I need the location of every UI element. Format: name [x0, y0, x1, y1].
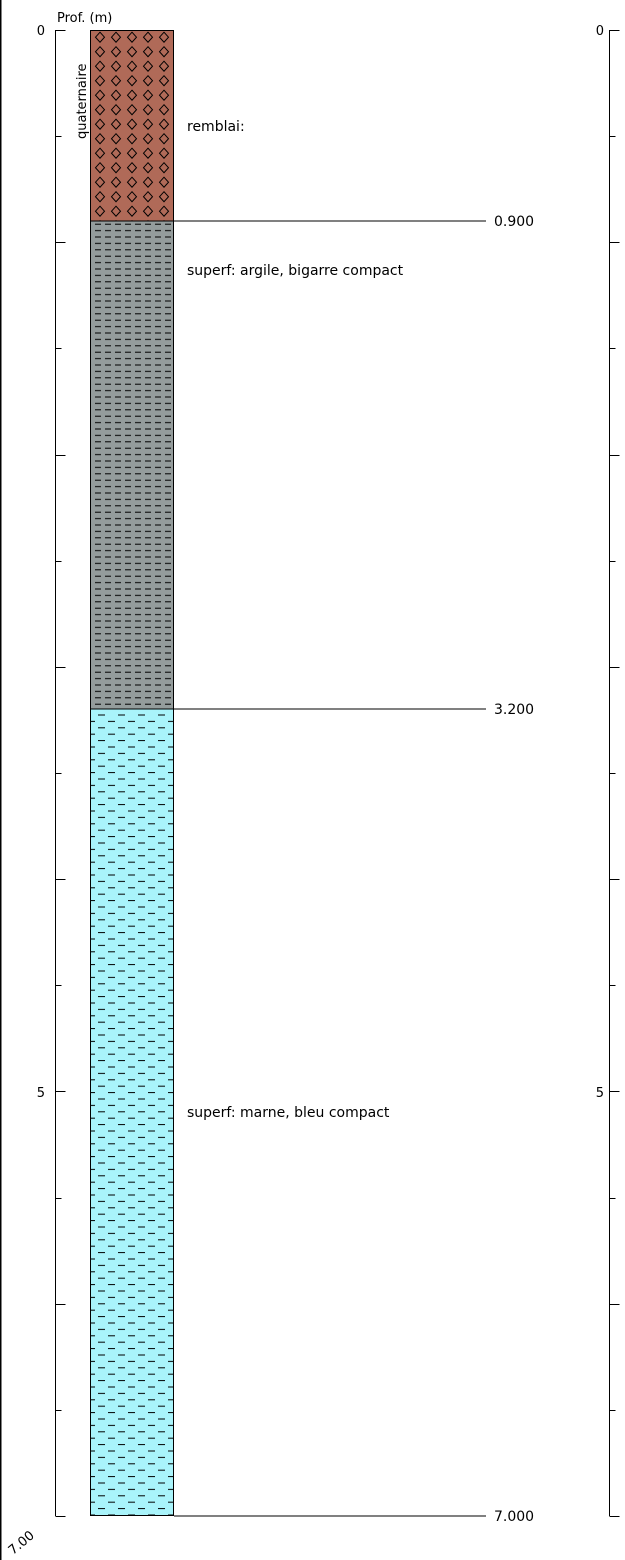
right-axis-label-5: 5 — [596, 1086, 604, 1101]
depth-marker-label-2: 3.200 — [494, 702, 534, 718]
column-outline — [90, 30, 174, 1516]
depth-markers: 0.900 3.200 7.000 — [174, 214, 534, 1525]
depth-axis-title: Prof. (m) — [57, 11, 112, 26]
depth-marker-label-3: 7.000 — [494, 1509, 534, 1525]
layer-description-remblai: remblai: — [187, 119, 245, 135]
layer-pattern-marne — [90, 709, 174, 1516]
right-axis: 0 5 — [596, 24, 620, 1517]
depth-axis-label-0: 0 — [37, 24, 45, 39]
stratigraphy-label: quaternaire — [75, 63, 90, 139]
layer-description-argile: superf: argile, bigarre compact — [187, 263, 404, 279]
layer-description-marne: superf: marne, bleu compact — [187, 1105, 390, 1121]
depth-axis-ticks — [55, 30, 66, 1517]
layer-column — [90, 30, 174, 1516]
layer-pattern-remblai — [90, 30, 174, 221]
depth-axis-label-5: 5 — [37, 1086, 45, 1101]
depth-axis-bottom-label: 7.00 — [6, 1528, 38, 1558]
depth-marker-label-1: 0.900 — [494, 214, 534, 230]
layer-pattern-argile — [90, 221, 174, 709]
right-axis-label-0: 0 — [596, 24, 604, 39]
right-axis-ticks — [609, 30, 620, 1517]
